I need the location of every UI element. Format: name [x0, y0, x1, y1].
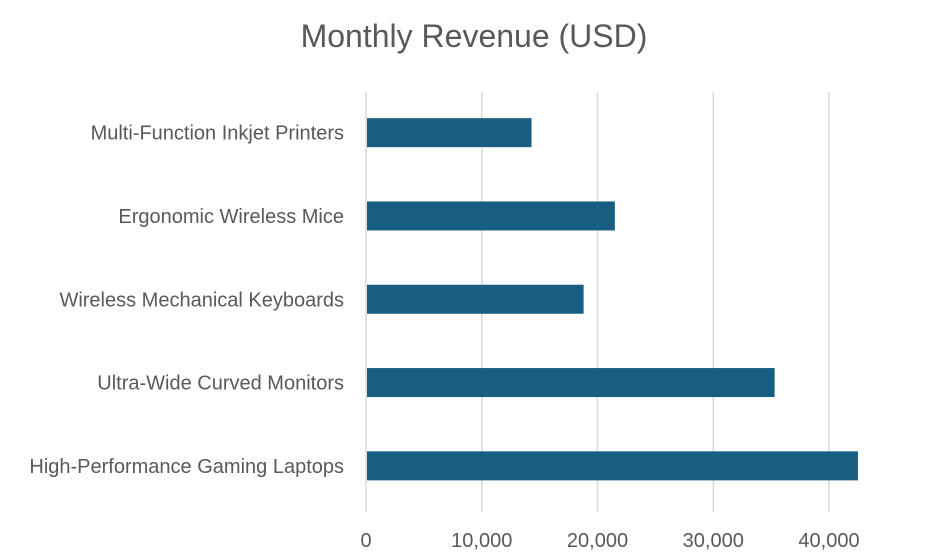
- category-label: Multi-Function Inkjet Printers: [91, 123, 344, 145]
- category-label: High-Performance Gaming Laptops: [29, 456, 344, 478]
- bar: [367, 118, 532, 148]
- bar: [367, 201, 615, 231]
- chart-title: Monthly Revenue (USD): [300, 18, 648, 54]
- category-labels: Multi-Function Inkjet Printers Ergonomic …: [29, 123, 344, 478]
- category-label: Ergonomic Wireless Mice: [118, 206, 344, 228]
- x-tick-label: 0: [360, 530, 371, 552]
- x-tick-label: 10,000: [451, 530, 512, 552]
- bar: [367, 284, 584, 314]
- x-tick-label: 20,000: [567, 530, 628, 552]
- bar: [367, 451, 858, 481]
- x-tick-label: 40,000: [798, 530, 859, 552]
- category-label: Wireless Mechanical Keyboards: [59, 289, 344, 311]
- bars: [367, 118, 858, 481]
- x-tick-label: 30,000: [683, 530, 744, 552]
- category-label: Ultra-Wide Curved Monitors: [97, 373, 344, 395]
- x-tick-labels: 0 10,000 20,000 30,000 40,000: [360, 530, 859, 552]
- bar: [367, 368, 775, 398]
